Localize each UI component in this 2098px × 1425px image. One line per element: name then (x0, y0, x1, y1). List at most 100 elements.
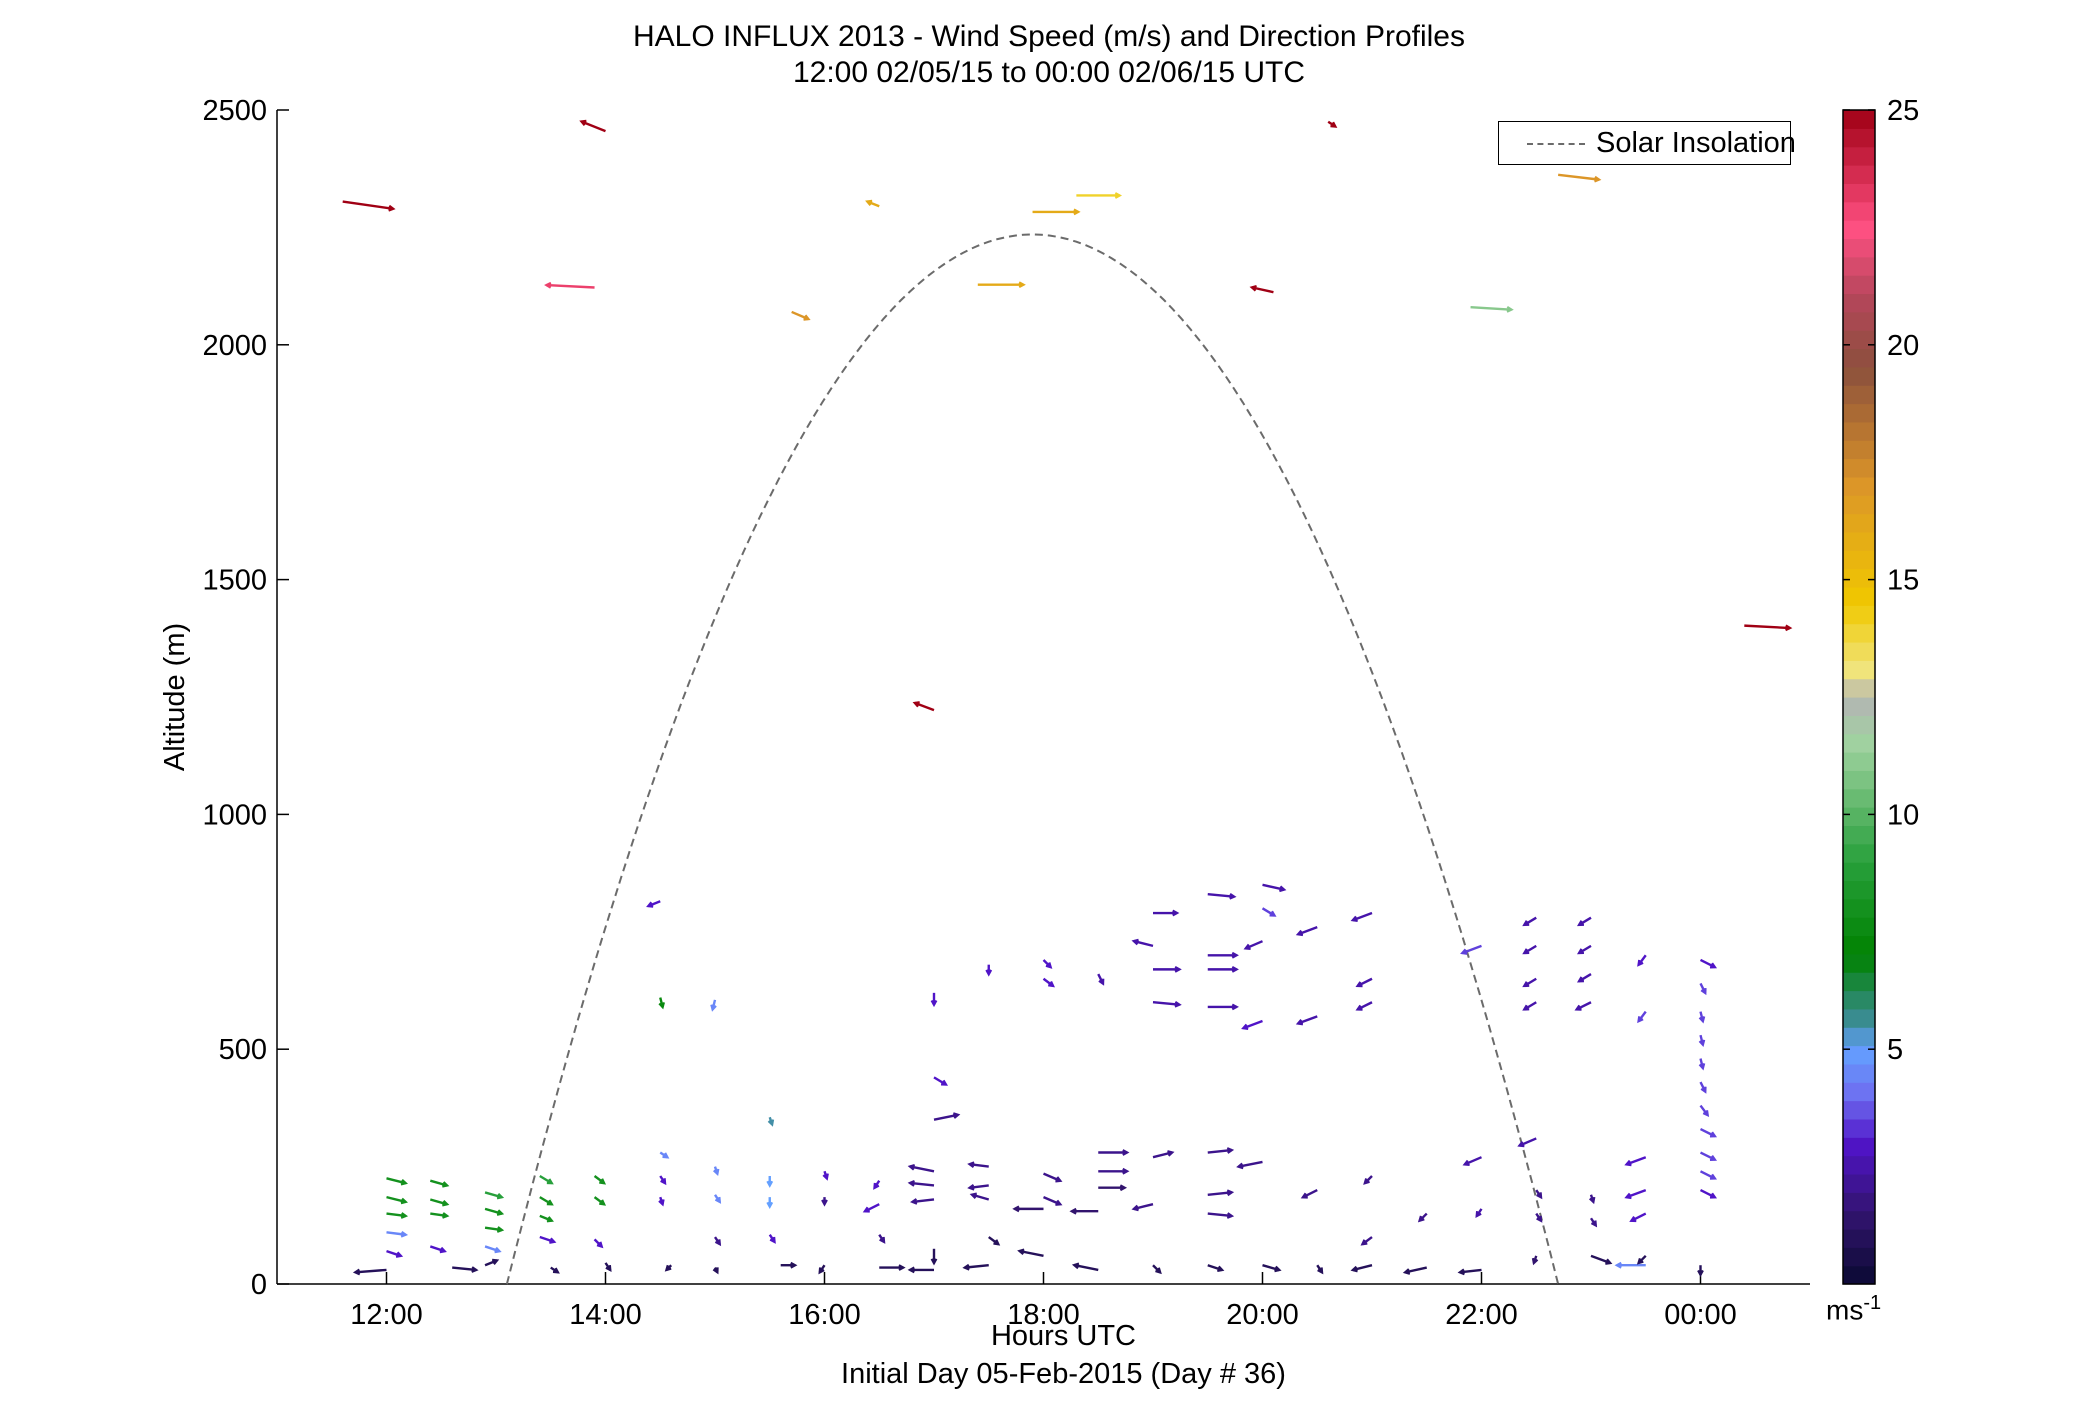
wind-vector (1098, 1167, 1130, 1175)
wind-vector-head (1698, 1016, 1706, 1024)
colorbar-tick-label: 15 (1887, 565, 1919, 597)
wind-vector-shaft (1152, 1001, 1180, 1006)
wind-vector-head (544, 281, 552, 289)
plot-axes (276, 110, 1810, 1285)
wind-vector-shaft (1261, 907, 1276, 917)
colorbar-segment (1843, 898, 1875, 918)
wind-vector (1531, 1255, 1539, 1266)
colorbar-segment (1843, 1118, 1875, 1138)
wind-vector-head (400, 1230, 409, 1238)
wind-vector-shaft (1523, 1001, 1537, 1011)
wind-vector-head (546, 1178, 554, 1185)
wind-vector-shaft (429, 1198, 448, 1206)
wind-vector-head (1355, 1004, 1363, 1011)
colorbar-segment (1843, 623, 1875, 643)
wind-vector-shaft (1470, 306, 1512, 311)
colorbar-segment (1843, 770, 1875, 790)
wind-vector (1152, 1264, 1162, 1275)
colorbar-segment (1843, 385, 1875, 405)
wind-vector (767, 1116, 775, 1127)
wind-vector-head (664, 1264, 672, 1272)
wind-vector-head (1119, 1184, 1128, 1192)
wind-vector (714, 1236, 722, 1247)
wind-vector-shaft (1576, 1001, 1592, 1011)
wind-vector (1262, 883, 1287, 893)
colorbar-segment (1843, 660, 1875, 680)
colorbar-tick-label: 20 (1887, 330, 1919, 362)
colorbar-segment (1843, 917, 1875, 937)
wind-vector (818, 1264, 826, 1275)
wind-vector-head (579, 119, 587, 127)
colorbar-frame (1842, 109, 1876, 1285)
colorbar-segment (1843, 330, 1875, 350)
wind-vector-head (712, 1267, 719, 1275)
wind-vector-shaft (1630, 1212, 1647, 1222)
wind-vector-head (400, 1212, 409, 1219)
wind-vector (484, 1258, 500, 1267)
wind-vector (484, 1226, 505, 1233)
wind-vector (1295, 925, 1318, 937)
wind-vector-head (1274, 1265, 1282, 1273)
wind-vector (962, 1263, 989, 1271)
wind-vector (822, 1170, 829, 1181)
wind-vector (1295, 1015, 1318, 1026)
wind-vector (1243, 940, 1263, 950)
wind-vector-head (400, 1178, 408, 1186)
colorbar-segment (1843, 568, 1875, 588)
wind-vector-shaft (546, 283, 595, 289)
wind-vector-head (1069, 1207, 1077, 1215)
wind-vector-head (1122, 1149, 1130, 1156)
wind-vector (1624, 1156, 1647, 1167)
colorbar-segment (1843, 110, 1875, 129)
wind-vector-shaft (452, 1266, 477, 1272)
wind-vector-shaft (1043, 1196, 1061, 1206)
wind-vector-shaft (971, 1193, 990, 1201)
y-tick-label: 2500 (202, 95, 267, 127)
wind-vector (1363, 1175, 1373, 1185)
wind-vector-head (646, 901, 654, 908)
wind-vector (933, 1112, 961, 1121)
wind-vector-head (1590, 1220, 1598, 1228)
colorbar-segment (1843, 348, 1875, 368)
wind-vector-head (1174, 966, 1182, 973)
wind-vector-shaft (1133, 939, 1154, 948)
wind-vector (1576, 944, 1592, 955)
wind-vector (985, 964, 993, 977)
wind-vector-head (1698, 1063, 1706, 1071)
wind-vector (1697, 1265, 1704, 1278)
wind-vector-shaft (355, 1268, 387, 1274)
wind-vector (1457, 1268, 1482, 1276)
wind-vector-head (494, 1246, 502, 1254)
colorbar-segment (1843, 1210, 1875, 1230)
wind-vector (1098, 1184, 1128, 1192)
wind-vector-shaft (1404, 1266, 1428, 1274)
wind-vector-head (395, 1251, 404, 1258)
wind-vector (1012, 1205, 1044, 1213)
wind-vector-head (1300, 1192, 1308, 1199)
wind-vector-head (821, 1199, 828, 1207)
colorbar-segment (1843, 953, 1875, 973)
wind-vector (452, 1266, 479, 1273)
wind-vector (977, 281, 1026, 289)
wind-vector-head (1279, 885, 1287, 893)
wind-vector-shaft (1297, 925, 1318, 936)
wind-vector-head (1624, 1192, 1632, 1200)
wind-vector-head (766, 1201, 774, 1210)
wind-vector-head (1709, 1173, 1718, 1180)
wind-vector (1636, 1254, 1647, 1265)
wind-vector (539, 1196, 554, 1206)
wind-vector-head (1236, 1162, 1244, 1170)
wind-vector-head (766, 1180, 774, 1188)
wind-vector-head (1249, 284, 1257, 292)
wind-vector-shaft (1459, 1268, 1482, 1274)
wind-vector (967, 1161, 989, 1169)
wind-vector-head (1055, 1199, 1063, 1206)
wind-vector (1350, 1264, 1373, 1273)
wind-vector (1699, 1081, 1707, 1094)
wind-vector-shaft (1518, 1137, 1537, 1147)
colorbar-segment (1843, 972, 1875, 992)
wind-vector (933, 1076, 949, 1086)
wind-vector-shaft (1207, 1264, 1223, 1272)
wind-vector-head (549, 1237, 557, 1244)
